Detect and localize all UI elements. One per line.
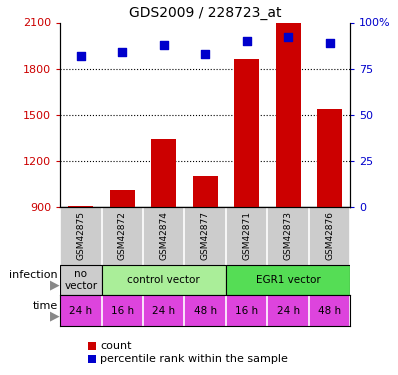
Text: GSM42874: GSM42874: [159, 211, 168, 260]
Bar: [317, 109, 342, 346]
Text: 16 h: 16 h: [235, 306, 258, 316]
Text: GSM42872: GSM42872: [118, 211, 127, 260]
Text: 48 h: 48 h: [194, 306, 217, 316]
Bar: [151, 140, 176, 346]
Point: [285, 34, 291, 40]
Bar: [110, 190, 135, 346]
Text: control vector: control vector: [127, 275, 200, 285]
Text: ▶: ▶: [50, 309, 60, 322]
Text: ▶: ▶: [50, 278, 60, 291]
Bar: [226, 265, 350, 296]
Point: [119, 49, 125, 55]
Point: [244, 38, 250, 44]
Text: 24 h: 24 h: [152, 306, 176, 316]
Text: GSM42876: GSM42876: [325, 211, 334, 261]
Text: 48 h: 48 h: [318, 306, 341, 316]
Bar: [101, 265, 226, 296]
Text: GSM42875: GSM42875: [76, 211, 86, 261]
Point: [78, 53, 84, 59]
Text: GSM42871: GSM42871: [242, 211, 251, 261]
Bar: [60, 265, 101, 296]
Text: 24 h: 24 h: [69, 306, 92, 316]
Point: [202, 51, 209, 57]
Text: 16 h: 16 h: [111, 306, 134, 316]
Bar: [234, 60, 259, 346]
Text: count: count: [100, 341, 132, 351]
Text: percentile rank within the sample: percentile rank within the sample: [100, 354, 288, 364]
Bar: [193, 176, 218, 346]
Text: EGR1 vector: EGR1 vector: [256, 275, 320, 285]
Title: GDS2009 / 228723_at: GDS2009 / 228723_at: [129, 6, 281, 20]
Text: no
vector: no vector: [64, 269, 98, 291]
Bar: [68, 206, 93, 346]
Text: time: time: [32, 301, 58, 311]
Point: [160, 42, 167, 48]
Point: [326, 40, 333, 46]
Text: 24 h: 24 h: [277, 306, 300, 316]
Text: infection: infection: [9, 270, 58, 280]
Bar: [276, 22, 300, 346]
Text: GSM42877: GSM42877: [201, 211, 210, 261]
Text: GSM42873: GSM42873: [284, 211, 293, 261]
